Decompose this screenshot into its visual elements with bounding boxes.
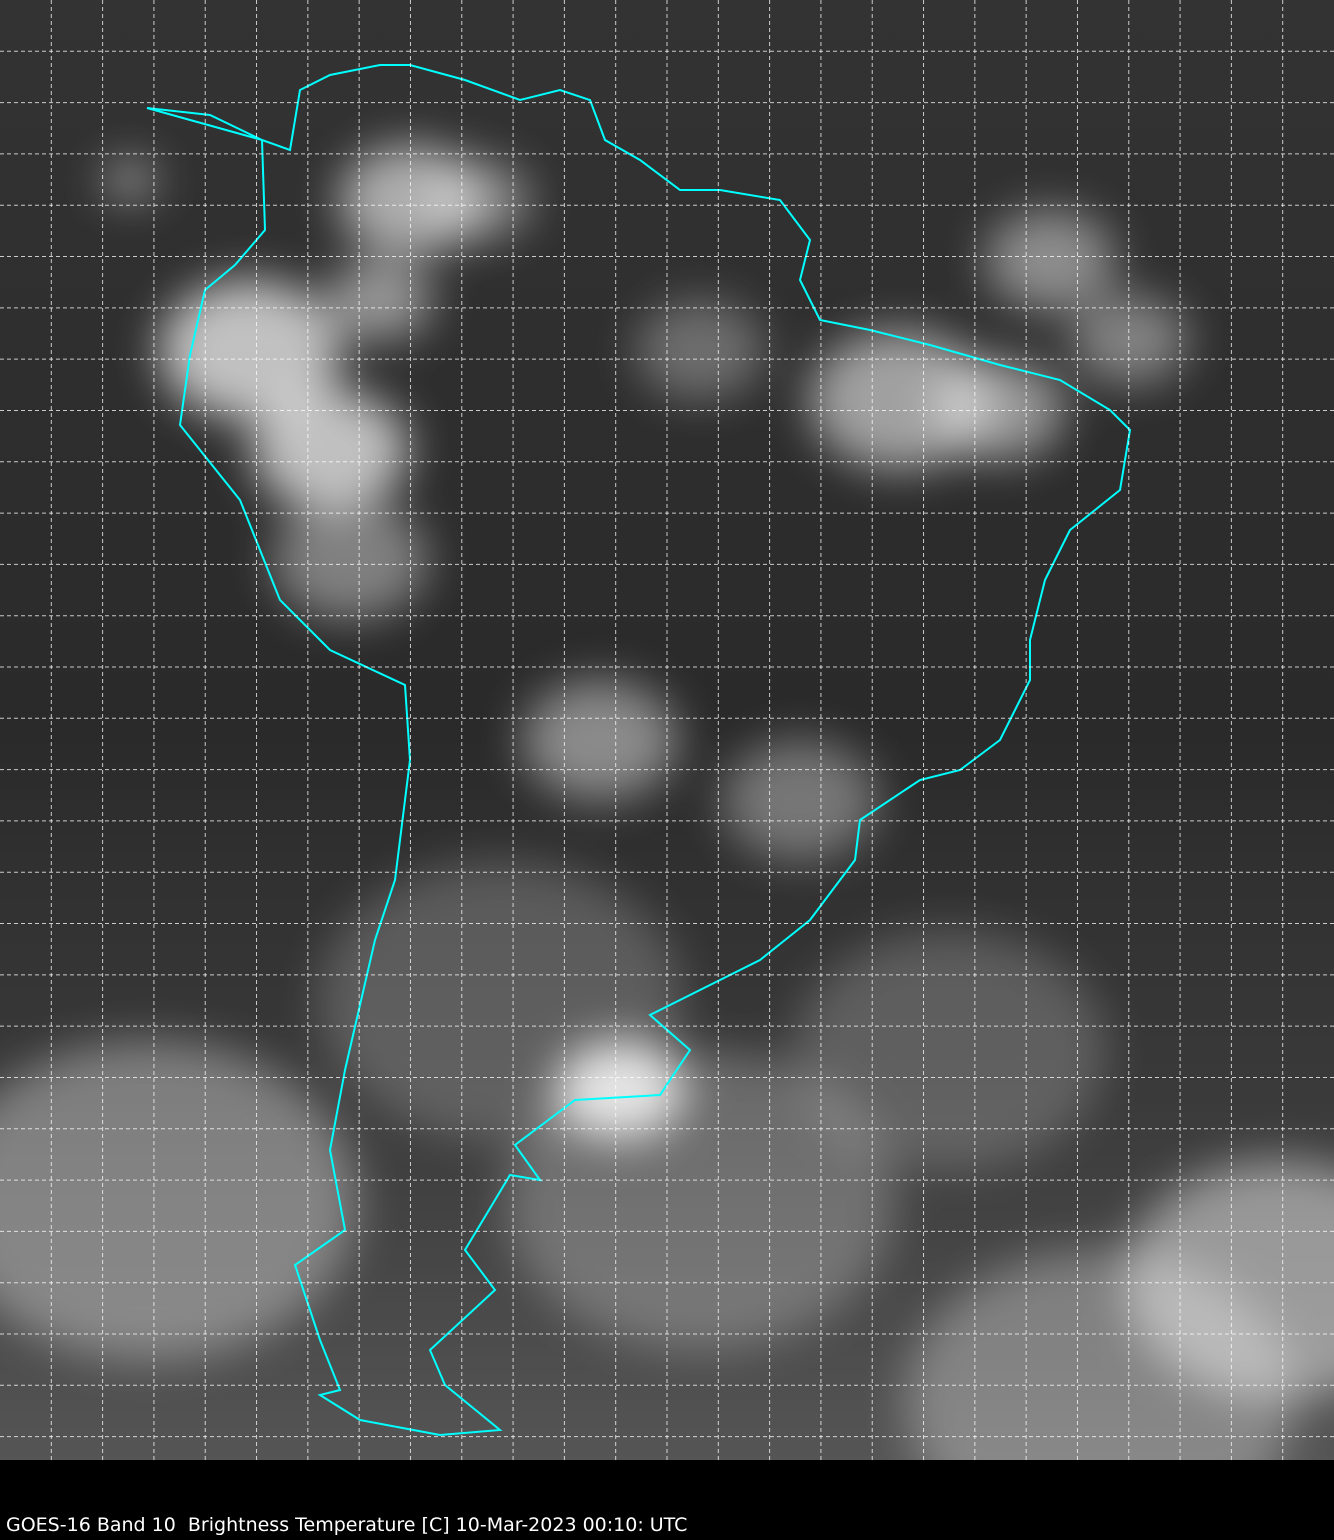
image-caption: GOES-16 Band 10 Brightness Temperature [… <box>6 1514 688 1536</box>
cloud <box>159 280 341 420</box>
cloud <box>985 210 1115 310</box>
cloud <box>794 930 1106 1170</box>
cloud <box>104 160 156 200</box>
cloud <box>522 680 678 800</box>
cloud <box>722 740 878 860</box>
cloud <box>318 860 682 1140</box>
cloud <box>505 1050 895 1350</box>
cloud <box>328 260 432 340</box>
cloud <box>252 390 408 510</box>
cloud <box>0 1040 358 1360</box>
cloud <box>1071 295 1189 385</box>
satellite-image <box>0 0 1334 1460</box>
cloud-layer <box>0 145 1334 1460</box>
cloud <box>905 1250 1295 1460</box>
lat-lon-grid <box>0 0 1334 1460</box>
cloud <box>272 500 428 620</box>
cloud <box>635 300 765 400</box>
cloud <box>935 360 1065 460</box>
cloud <box>428 160 532 240</box>
